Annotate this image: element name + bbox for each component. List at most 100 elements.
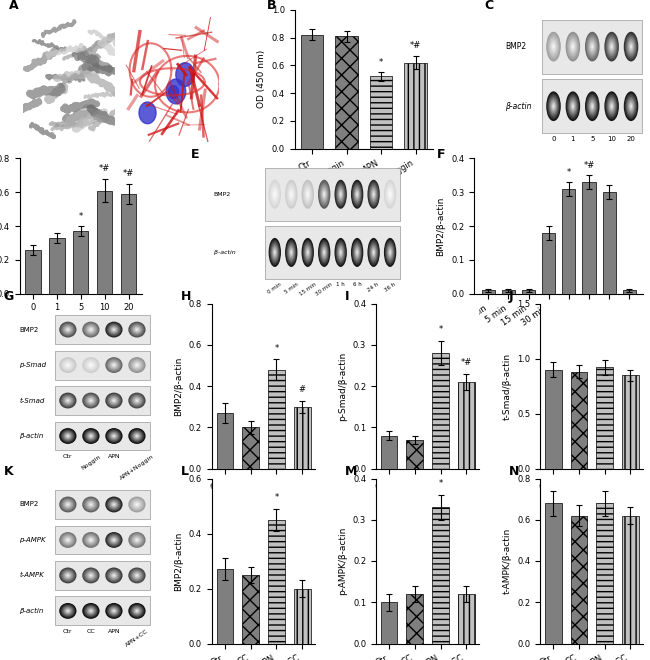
- Ellipse shape: [109, 606, 120, 616]
- Ellipse shape: [567, 36, 578, 58]
- Ellipse shape: [83, 533, 98, 547]
- Ellipse shape: [66, 609, 70, 613]
- Ellipse shape: [105, 568, 123, 583]
- Ellipse shape: [590, 101, 595, 112]
- Ellipse shape: [322, 249, 326, 256]
- Ellipse shape: [128, 321, 146, 337]
- Ellipse shape: [549, 38, 558, 56]
- Ellipse shape: [318, 240, 330, 265]
- Ellipse shape: [113, 399, 115, 401]
- Bar: [381, 602, 397, 644]
- Ellipse shape: [62, 395, 73, 405]
- Ellipse shape: [571, 43, 575, 50]
- Ellipse shape: [373, 251, 374, 254]
- Ellipse shape: [607, 38, 616, 56]
- Ellipse shape: [368, 182, 379, 207]
- Ellipse shape: [339, 189, 343, 200]
- Ellipse shape: [111, 362, 117, 368]
- Ellipse shape: [84, 534, 98, 546]
- Ellipse shape: [107, 533, 122, 547]
- Ellipse shape: [136, 504, 138, 506]
- Ellipse shape: [66, 327, 70, 331]
- Ellipse shape: [105, 357, 123, 373]
- Bar: [49, 238, 64, 294]
- Ellipse shape: [588, 38, 597, 56]
- Ellipse shape: [352, 183, 362, 205]
- Ellipse shape: [86, 432, 95, 440]
- Bar: [121, 194, 136, 294]
- Ellipse shape: [321, 187, 328, 201]
- Ellipse shape: [606, 95, 617, 117]
- Text: p-Smad: p-Smad: [20, 362, 47, 368]
- FancyBboxPatch shape: [55, 386, 150, 415]
- FancyBboxPatch shape: [55, 422, 150, 451]
- FancyBboxPatch shape: [542, 20, 642, 74]
- Ellipse shape: [627, 97, 636, 116]
- Ellipse shape: [83, 321, 99, 337]
- Ellipse shape: [128, 393, 146, 409]
- Ellipse shape: [86, 360, 96, 370]
- Ellipse shape: [135, 609, 139, 613]
- Text: t-AMPK: t-AMPK: [20, 572, 44, 578]
- Ellipse shape: [107, 393, 122, 407]
- Ellipse shape: [339, 191, 342, 198]
- Ellipse shape: [89, 574, 93, 578]
- Ellipse shape: [306, 249, 309, 256]
- Ellipse shape: [131, 323, 144, 335]
- Ellipse shape: [89, 434, 93, 438]
- Text: M: M: [345, 465, 358, 478]
- Ellipse shape: [272, 247, 277, 258]
- Ellipse shape: [285, 180, 298, 209]
- Ellipse shape: [270, 242, 280, 263]
- Ellipse shape: [61, 323, 74, 335]
- Y-axis label: t-AMPK/β-actin: t-AMPK/β-actin: [502, 528, 512, 594]
- Ellipse shape: [307, 193, 309, 196]
- Ellipse shape: [370, 245, 377, 259]
- FancyBboxPatch shape: [55, 490, 150, 519]
- Ellipse shape: [271, 185, 279, 203]
- Ellipse shape: [356, 191, 359, 198]
- Ellipse shape: [88, 362, 94, 368]
- Ellipse shape: [60, 429, 75, 443]
- Bar: [242, 428, 259, 469]
- Bar: [216, 413, 233, 469]
- Ellipse shape: [625, 36, 636, 58]
- Ellipse shape: [62, 535, 73, 545]
- Ellipse shape: [112, 574, 116, 578]
- Ellipse shape: [134, 327, 140, 333]
- Ellipse shape: [370, 185, 378, 203]
- Ellipse shape: [548, 95, 559, 117]
- Ellipse shape: [111, 608, 117, 614]
- Ellipse shape: [131, 395, 142, 405]
- Ellipse shape: [590, 43, 594, 50]
- Ellipse shape: [272, 187, 278, 201]
- Ellipse shape: [135, 363, 139, 367]
- Ellipse shape: [67, 610, 69, 612]
- Ellipse shape: [128, 603, 146, 619]
- Text: p-AMPK: p-AMPK: [20, 537, 46, 543]
- Ellipse shape: [129, 393, 144, 407]
- Ellipse shape: [567, 93, 579, 119]
- Ellipse shape: [136, 574, 138, 576]
- Ellipse shape: [89, 327, 93, 331]
- Text: *: *: [274, 344, 279, 352]
- Ellipse shape: [62, 325, 73, 335]
- Text: H: H: [181, 290, 191, 304]
- Ellipse shape: [609, 41, 614, 52]
- Ellipse shape: [86, 606, 96, 616]
- Ellipse shape: [567, 95, 578, 117]
- Bar: [25, 249, 40, 294]
- Ellipse shape: [112, 434, 116, 438]
- Text: BMP2: BMP2: [20, 327, 39, 333]
- Ellipse shape: [605, 93, 618, 119]
- Ellipse shape: [389, 191, 392, 198]
- Text: β-actin: β-actin: [20, 608, 44, 614]
- Ellipse shape: [272, 245, 278, 259]
- Ellipse shape: [290, 191, 292, 198]
- Ellipse shape: [109, 570, 120, 580]
- Bar: [242, 575, 259, 644]
- FancyBboxPatch shape: [55, 525, 150, 554]
- Ellipse shape: [59, 393, 77, 409]
- Ellipse shape: [107, 323, 120, 335]
- Ellipse shape: [318, 180, 330, 209]
